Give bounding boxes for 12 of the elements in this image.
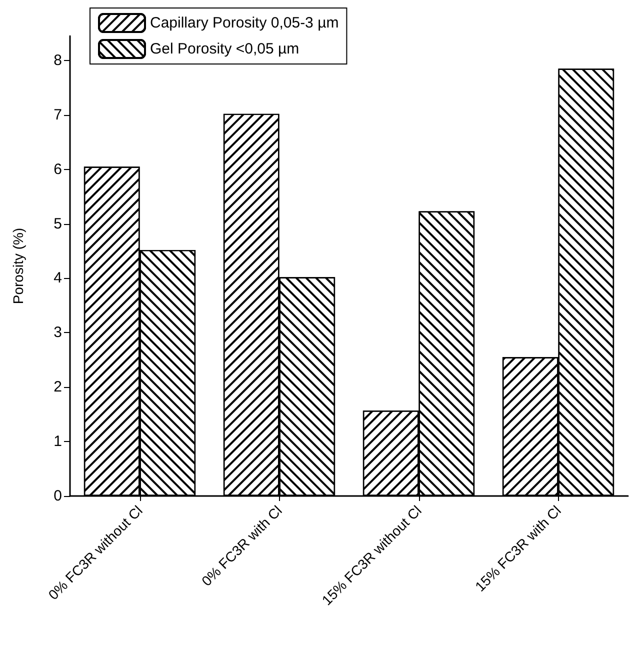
- y-axis-title: Porosity (%): [10, 228, 26, 304]
- legend-label: Gel Porosity <0,05 µm: [150, 40, 300, 58]
- y-tick-label: 8: [54, 52, 62, 69]
- y-tick-label: 6: [54, 160, 62, 178]
- y-tick-label: 3: [54, 324, 62, 342]
- y-tick-label: 7: [54, 106, 62, 124]
- y-tick-label: 5: [54, 215, 62, 232]
- y-tick-label: 2: [54, 378, 62, 396]
- legend-label: Capillary Porosity 0,05-3 µm: [150, 14, 339, 32]
- y-tick-label: 4: [54, 270, 62, 287]
- y-tick-label: 1: [54, 433, 62, 450]
- y-tick-label: 0: [54, 488, 62, 504]
